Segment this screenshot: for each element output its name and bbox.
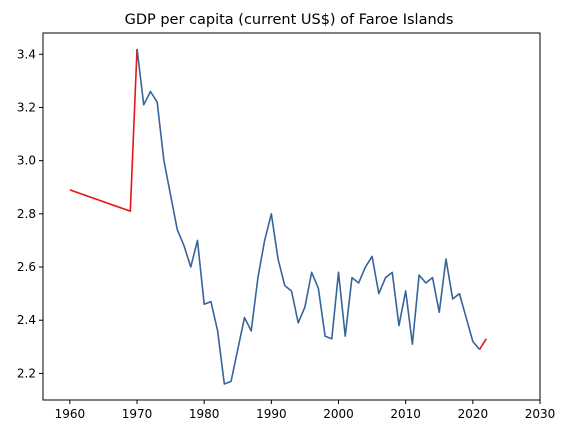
y-tick-label: 3.2 (17, 100, 36, 114)
axis-layer: 1960 1970 1980 1990 2000 2010 2020 2030 2.2 2.4 2.… (17, 47, 555, 421)
series-line-2 (136, 48, 481, 385)
series-line-0 (69, 48, 138, 212)
x-tick-label: 2020 (458, 407, 489, 421)
y-tick-label: 2.8 (17, 207, 36, 221)
y-tick-label: 2.4 (17, 313, 36, 327)
x-tick-label: 1960 (55, 407, 86, 421)
x-tick-label: 2000 (323, 407, 354, 421)
y-tick-label: 3.4 (17, 47, 36, 61)
y-tick-label: 2.2 (17, 366, 36, 380)
plot-area-frame (42, 32, 541, 401)
chart-title: GDP per capita (current US$) of Faroe Is… (125, 12, 454, 28)
x-tick-label: 1990 (256, 407, 287, 421)
x-tick-label: 1980 (189, 407, 220, 421)
series-layer (69, 48, 487, 385)
x-tick-label: 1970 (122, 407, 153, 421)
x-tick-label: 2010 (390, 407, 421, 421)
y-tick-label: 2.6 (17, 260, 36, 274)
y-tick-label: 3.0 (17, 154, 36, 168)
series-line-1 (478, 338, 487, 350)
x-tick-label: 2030 (525, 407, 556, 421)
